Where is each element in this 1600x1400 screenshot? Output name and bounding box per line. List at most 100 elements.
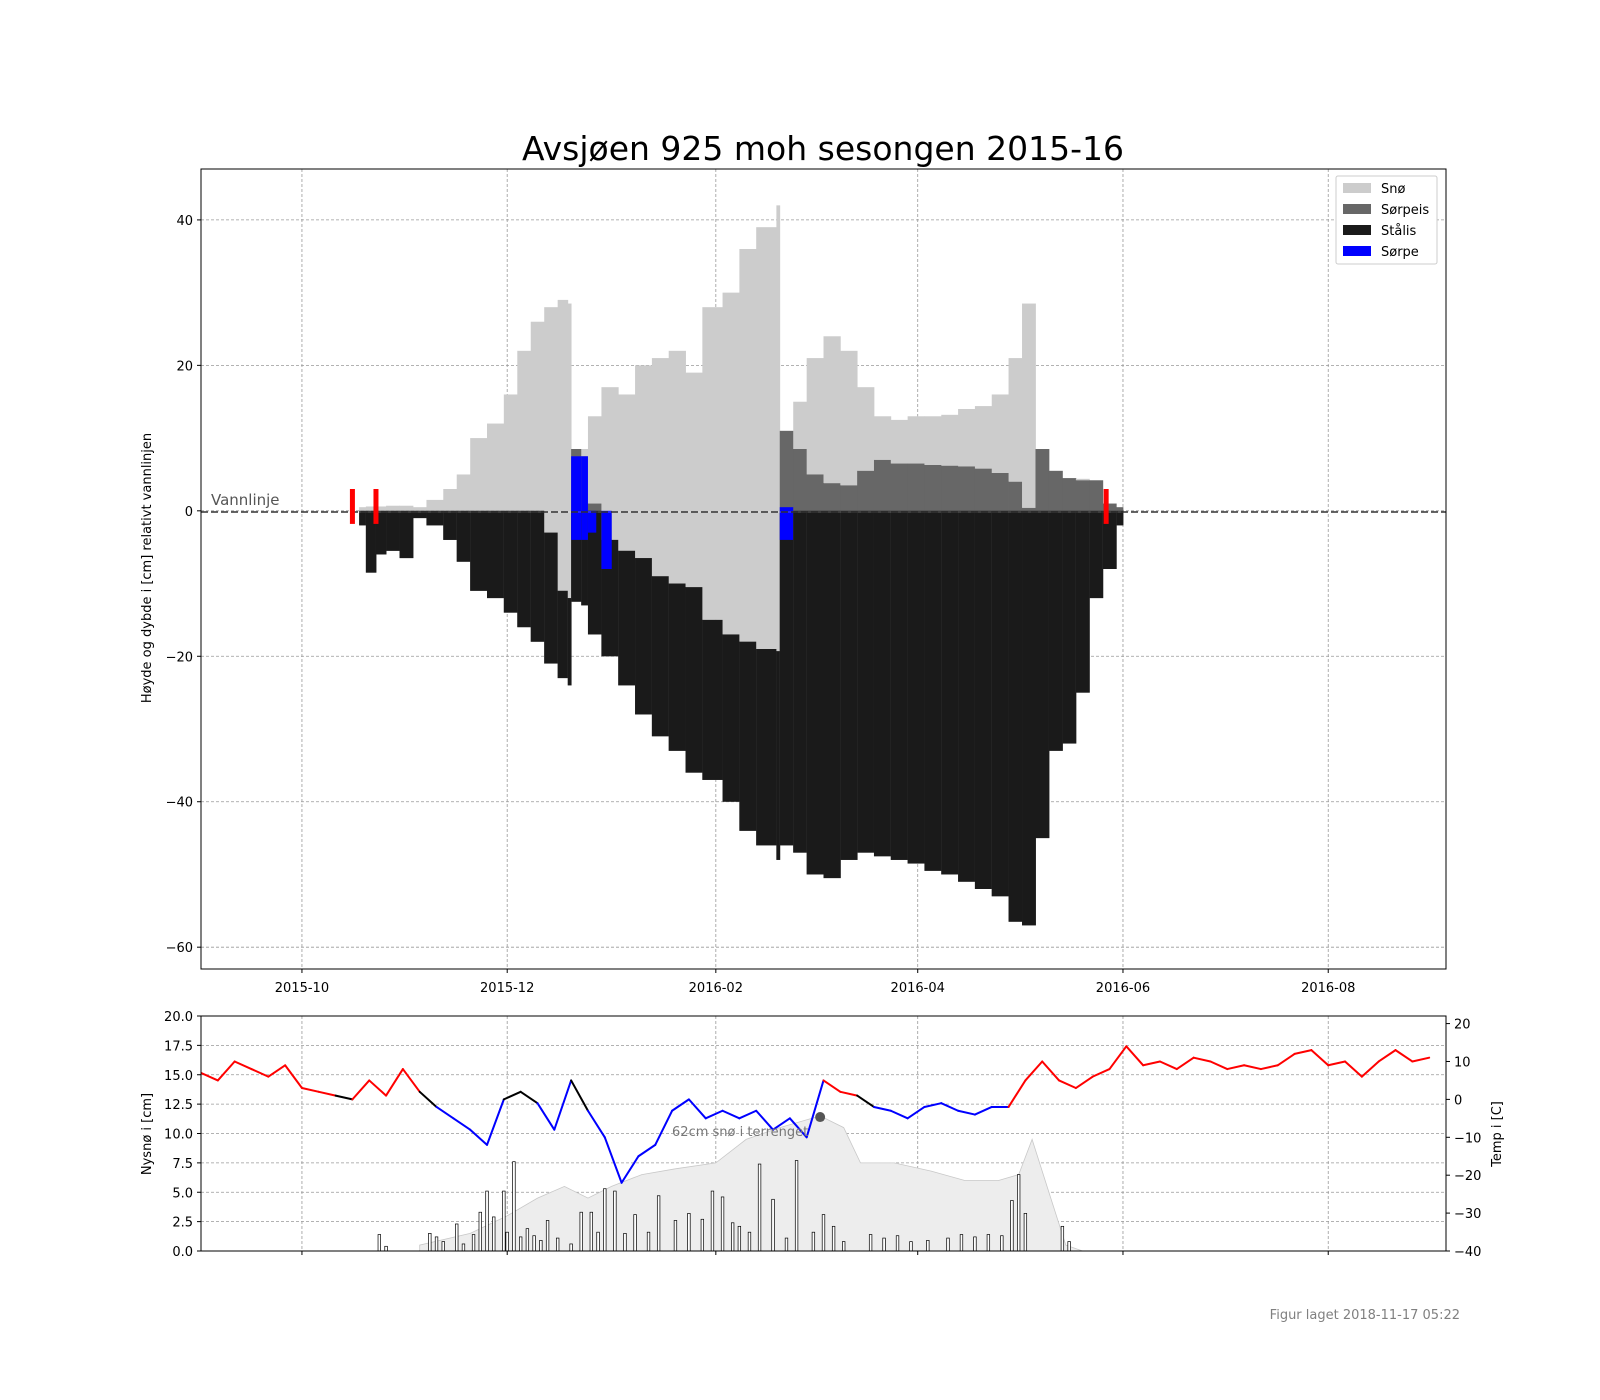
snowfall-bar (455, 1223, 459, 1251)
snowfall-bar (959, 1234, 964, 1251)
temperature-segment (1209, 1060, 1229, 1071)
stalis-segment (907, 510, 925, 864)
stalis-segment (1062, 510, 1077, 744)
sno-segment (1075, 478, 1090, 481)
stalis-segment (557, 590, 569, 679)
temperature-segment (1125, 1045, 1145, 1067)
snowfall-bar (831, 1225, 836, 1251)
temperature-segment (1276, 1052, 1296, 1067)
temperature-segment (1243, 1064, 1262, 1071)
temperature-segment (1041, 1060, 1061, 1082)
snowfall-bar (720, 1196, 725, 1251)
bottom-y2-tick-label: 0 (1454, 1093, 1462, 1108)
main-y-tick-label: −20 (166, 650, 193, 665)
temperature-segment (1058, 1079, 1077, 1090)
temperature-segment (1007, 1079, 1027, 1108)
stalis-segment (567, 598, 572, 686)
snowfall-bar (603, 1188, 607, 1251)
bottom-y-axis-label: Nysnø i [cm] (140, 1093, 155, 1175)
main-plot-area (359, 205, 1124, 926)
temperature-segment (856, 1094, 875, 1108)
temperature-segment (788, 1117, 808, 1139)
sno-segment (426, 499, 444, 511)
legend-box (1335, 175, 1438, 265)
stalis-segment (958, 510, 976, 882)
temperature-segment (1310, 1049, 1330, 1067)
main-ticks: 2015-10 2015-12 2016-02 2016-04 2016-06 2016-… (166, 214, 1356, 996)
main-x-tick-label: 2015-12 (480, 981, 534, 996)
main-x-tick-label: 2016-06 (1096, 981, 1150, 996)
sno-segment (991, 394, 1009, 473)
sno-segment (685, 372, 703, 588)
sno-segment (386, 505, 400, 511)
temperature-segment (300, 1087, 320, 1093)
snowfall-bar (377, 1234, 381, 1251)
sno-segment (443, 489, 458, 511)
legend-swatch (1343, 246, 1371, 256)
bottom-y2-tick-label: −20 (1454, 1169, 1481, 1184)
bottom-y-tick-label: 15.0 (164, 1069, 193, 1084)
sno-segment (941, 414, 959, 466)
snowfall-bar (1010, 1200, 1014, 1251)
main-y-tick-label: 0 (185, 505, 193, 520)
snowfall-bar (821, 1214, 826, 1251)
snowfall-bar (633, 1214, 637, 1251)
sorpe-segment (779, 507, 794, 540)
snowfall-bar (1067, 1241, 1071, 1251)
snowfall-bar (656, 1195, 661, 1251)
stalis-segment (1089, 510, 1104, 599)
stalis-segment (635, 558, 653, 715)
temperature-segment (671, 1098, 690, 1112)
main-x-tick-label: 2016-02 (689, 981, 743, 996)
temperature-segment (452, 1117, 472, 1131)
temperature-segment (687, 1098, 707, 1120)
temperature-segment (284, 1064, 303, 1090)
snowfall-bar (1017, 1174, 1021, 1251)
sorpe-segment (601, 510, 612, 569)
temperature-segment (839, 1090, 859, 1097)
snowfall-bar (525, 1228, 530, 1251)
snowfall-bar (613, 1190, 617, 1251)
snowfall-bar (842, 1241, 846, 1251)
main-y-axis-label: Høyde og dybde i [cm] relativt vannlinje… (140, 433, 155, 703)
snowfall-bar (926, 1240, 930, 1251)
stalis-segment (793, 510, 808, 853)
stalis-segment (571, 510, 582, 602)
snowfall-bar (946, 1237, 950, 1251)
sno-segment (581, 449, 589, 457)
temperature-segment (1411, 1056, 1431, 1063)
ice-markers (349, 489, 1109, 524)
snowfall-bar (471, 1234, 476, 1251)
stalis-segment (386, 510, 400, 551)
stalis-segment (470, 510, 488, 591)
snow-depth-annotation: 62cm snø i terrenget (672, 1112, 826, 1140)
snowfall-bar (579, 1211, 583, 1251)
stalis-segment (412, 510, 427, 519)
sno-segment (601, 387, 619, 540)
temperature-segment (957, 1109, 976, 1116)
snowfall-bar (434, 1236, 439, 1251)
snowfall-bar (687, 1213, 691, 1251)
temperature-segment (1175, 1056, 1195, 1071)
legend-swatch (1343, 225, 1371, 235)
stalis-segment (991, 510, 1009, 897)
sno-segment (635, 365, 653, 559)
snow-depth-fill (419, 1115, 1083, 1251)
snowfall-bar (986, 1234, 991, 1251)
snowfall-bars (377, 1160, 1071, 1251)
temperature-segment (536, 1102, 556, 1131)
bottom-y2-tick-label: −10 (1454, 1131, 1481, 1146)
sno-segment (857, 387, 875, 471)
sno-segment (840, 350, 858, 486)
sorpe-segment (571, 456, 582, 540)
main-x-tick-label: 2016-04 (891, 981, 945, 996)
stalis-segment (756, 649, 777, 846)
stalis-segment (375, 510, 387, 555)
temperature-segment (637, 1143, 657, 1158)
stalis-segment (857, 510, 875, 853)
sno-segment (756, 227, 777, 649)
temperature-segment (1360, 1060, 1380, 1078)
ice-marker (373, 489, 379, 524)
temperature-segment (1142, 1060, 1161, 1067)
